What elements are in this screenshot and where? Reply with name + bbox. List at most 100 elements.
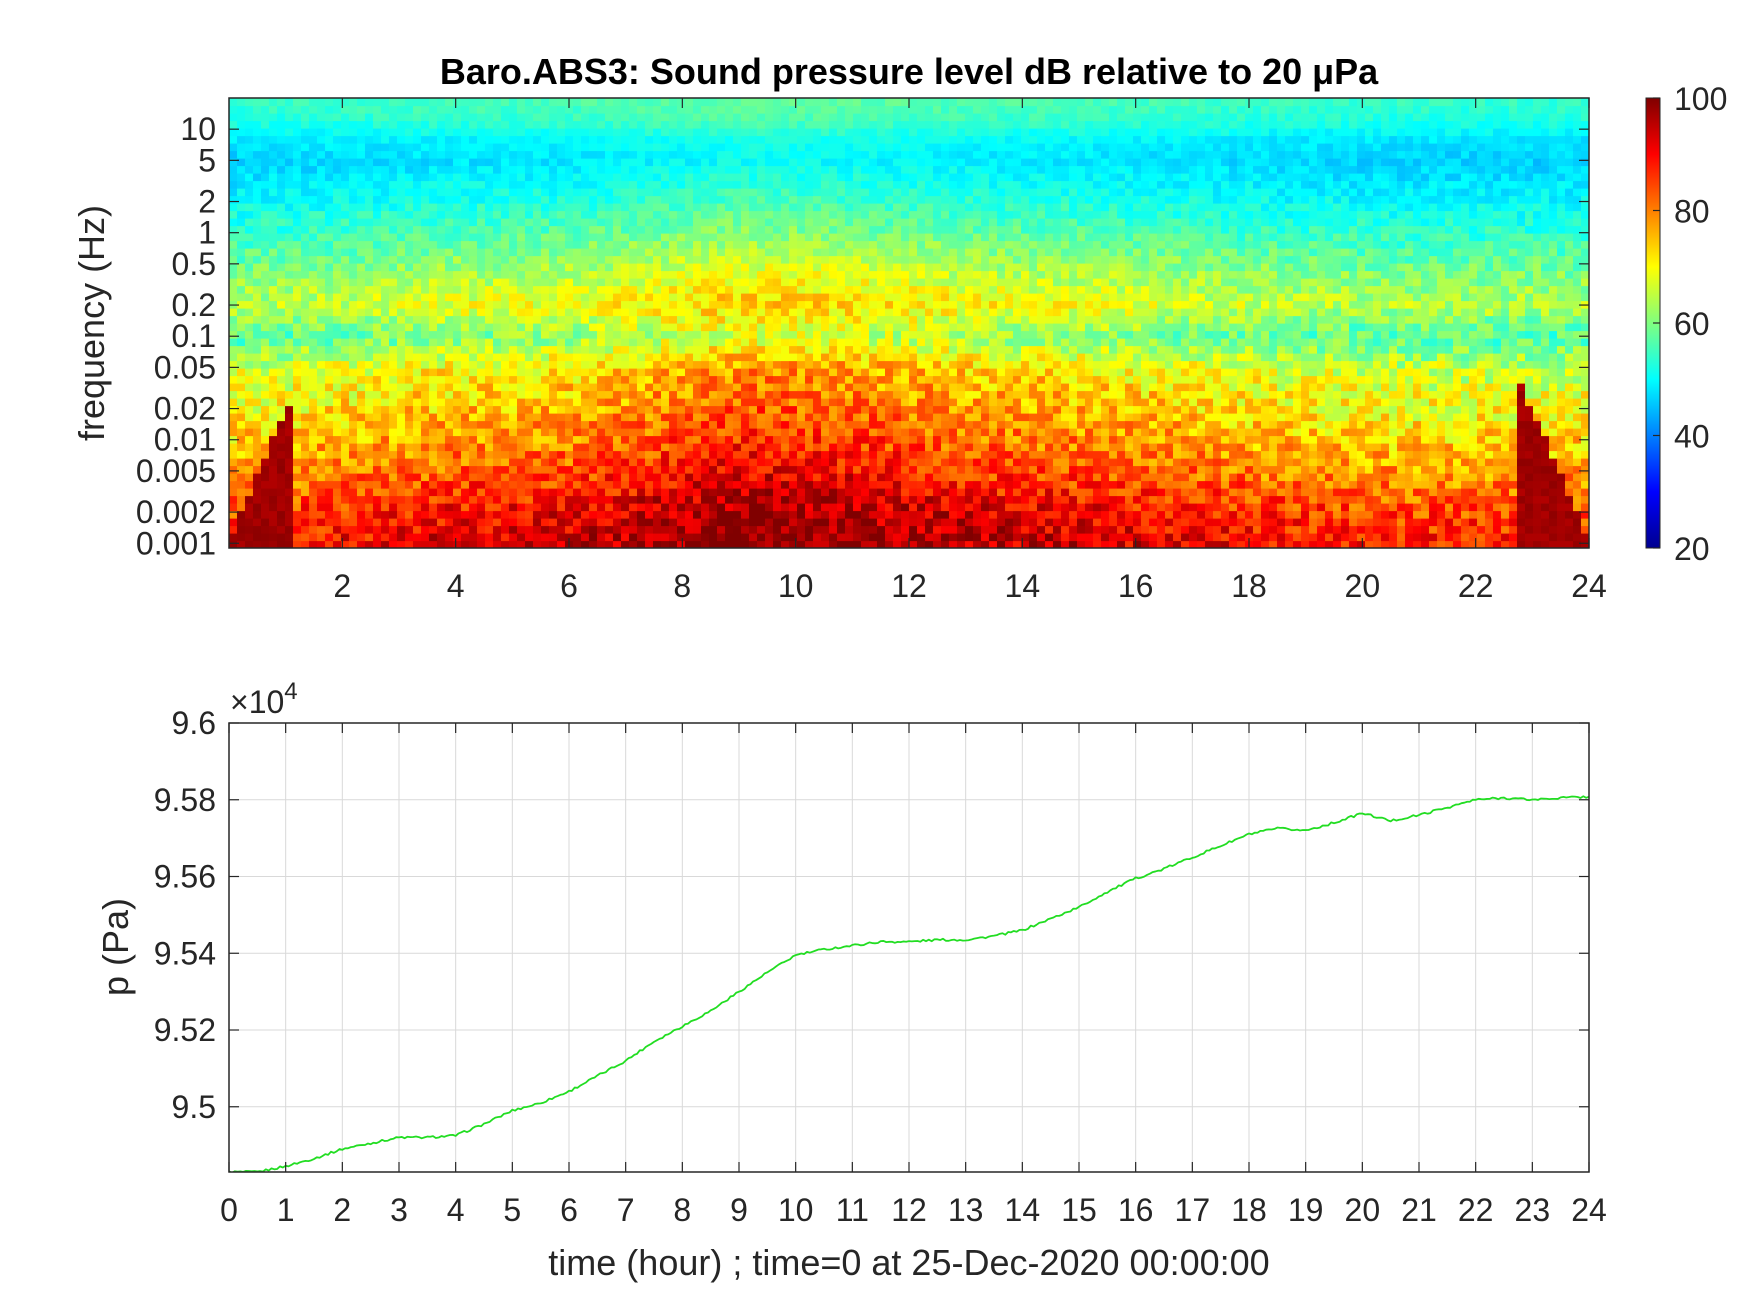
spectrogram-cell <box>693 473 702 482</box>
spectrogram-cell <box>853 278 862 287</box>
spectrogram-cell <box>765 225 774 234</box>
spectrogram-cell <box>797 360 806 369</box>
spectrogram-cell <box>413 368 422 377</box>
spectrogram-cell <box>501 353 510 362</box>
spectrogram-cell <box>533 240 542 249</box>
spectrogram-cell <box>445 443 454 452</box>
spectrogram-cell <box>749 173 758 182</box>
spectrogram-cell <box>517 495 526 504</box>
spectrogram-cell <box>773 270 782 279</box>
spectrogram-cell <box>597 480 606 489</box>
spectrogram-cell <box>269 195 278 204</box>
spectrogram-cell <box>789 323 798 332</box>
spectrogram-cell <box>357 105 366 114</box>
spectrogram-cell <box>405 233 414 242</box>
spectrogram-cell <box>597 98 606 107</box>
spectrogram-cell <box>349 375 358 384</box>
spectrogram-cell <box>469 375 478 384</box>
spectrogram-cell <box>525 480 534 489</box>
spectrogram-cell <box>749 128 758 137</box>
spectrogram-cell <box>397 450 406 459</box>
spectrogram-cell <box>437 435 446 444</box>
spectrogram-cell <box>517 435 526 444</box>
spectrogram-cell <box>861 465 870 474</box>
spectrogram-cell <box>293 203 302 212</box>
spectrogram-cell <box>525 413 534 422</box>
spectrogram-cell <box>533 143 542 152</box>
spectrogram-cell <box>269 413 278 422</box>
spectrogram-cell <box>533 383 542 392</box>
spectrogram-cell <box>453 315 462 324</box>
spectrogram-cell <box>605 300 614 309</box>
spectrogram-cell <box>341 285 350 294</box>
spectrogram-cell <box>381 413 390 422</box>
spectrogram-cell <box>333 255 342 264</box>
spectrogram-cell <box>229 195 238 204</box>
spectrogram-cell <box>773 285 782 294</box>
spectrogram-cell <box>677 218 686 227</box>
spectrogram-cell <box>685 375 694 384</box>
spectrogram-cell <box>773 368 782 377</box>
spectrogram-cell <box>845 263 854 272</box>
spectrogram-cell <box>605 188 614 197</box>
spectrogram-cell <box>813 390 822 399</box>
spectrogram-cell <box>557 105 566 114</box>
spectrogram-cell <box>885 270 894 279</box>
spectrogram-cell <box>261 525 270 534</box>
spectrogram-cell <box>685 465 694 474</box>
spectrogram-cell <box>757 375 766 384</box>
spectrogram-cell <box>373 263 382 272</box>
spectrogram-cell <box>581 323 590 332</box>
spectrogram-cell <box>773 495 782 504</box>
spectrogram-cell <box>533 188 542 197</box>
spectrogram-cell <box>637 330 646 339</box>
spectrogram-cell <box>349 398 358 407</box>
spectrogram-cell <box>493 540 502 548</box>
spectrogram-cell <box>805 218 814 227</box>
spectrogram-cell <box>421 285 430 294</box>
spectrogram-cell <box>781 120 790 129</box>
spectrogram-cell <box>757 315 766 324</box>
spectrogram-cell <box>669 105 678 114</box>
spectrogram-cell <box>469 345 478 354</box>
spectrogram-cell <box>341 360 350 369</box>
spectrogram-cell <box>509 443 518 452</box>
spectrogram-cell <box>509 120 518 129</box>
spectrogram-cell <box>357 458 366 467</box>
spectrogram-cell <box>789 443 798 452</box>
spectrogram-cell <box>837 105 846 114</box>
spectrogram-cell <box>453 165 462 174</box>
spectrogram-cell <box>301 300 310 309</box>
spectrogram-cell <box>461 398 470 407</box>
spectrogram-cell <box>725 210 734 219</box>
spectrogram-cell <box>733 105 742 114</box>
spectrogram-cell <box>733 503 742 512</box>
spectrogram-cell <box>229 218 238 227</box>
spectrogram-cell <box>789 458 798 467</box>
spectrogram-cell <box>453 413 462 422</box>
spectrogram-cell <box>701 143 710 152</box>
spectrogram-cell <box>269 443 278 452</box>
spectrogram-cell <box>661 330 670 339</box>
spectrogram-cell <box>629 465 638 474</box>
spectrogram-cell <box>661 480 670 489</box>
spectrogram-cell <box>413 405 422 414</box>
spectrogram-cell <box>597 420 606 429</box>
spectrogram-cell <box>661 533 670 542</box>
spectrogram-cell <box>253 465 262 474</box>
spectrogram-cell <box>621 413 630 422</box>
spectrogram-cell <box>333 128 342 137</box>
spectrogram-cell <box>493 233 502 242</box>
spectrogram-cell <box>621 293 630 302</box>
spectrogram-cell <box>805 98 814 107</box>
spectrogram-cell <box>229 390 238 399</box>
spectrogram-cell <box>333 278 342 287</box>
spectrogram-cell <box>605 503 614 512</box>
spectrogram-cell <box>445 218 454 227</box>
spectrogram-cell <box>381 158 390 167</box>
spectrogram-cell <box>581 390 590 399</box>
spectrogram-cell <box>429 195 438 204</box>
spectrogram-cell <box>821 330 830 339</box>
spectrogram-cell <box>861 525 870 534</box>
spectrogram-cell <box>437 218 446 227</box>
